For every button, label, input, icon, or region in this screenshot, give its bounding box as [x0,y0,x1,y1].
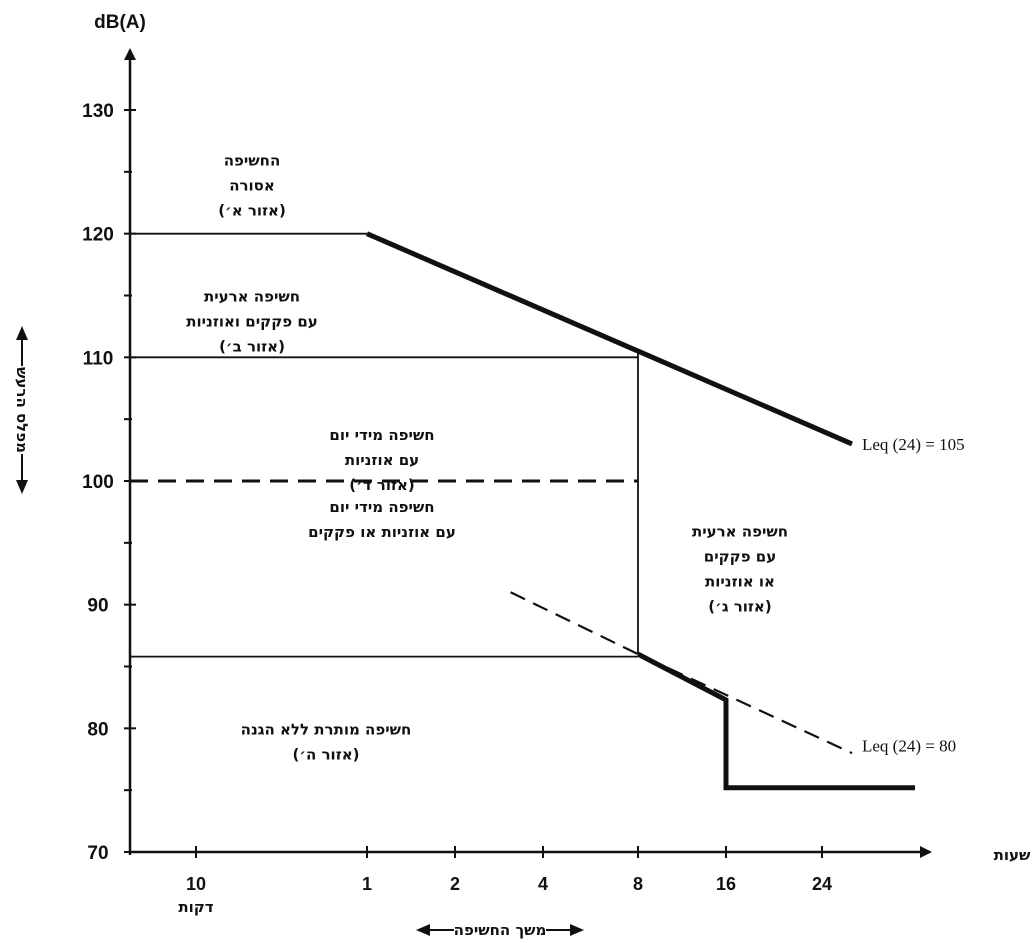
x-axis-title: שעות [994,846,1031,864]
zone-label-c: עם פקקים [704,548,776,566]
y-ticks: 70 80 90 100 110 120 130 [82,101,136,864]
zone-label-c: חשיפה ארעית [692,523,788,541]
y-tick-label: 110 [83,348,114,369]
zone-label-a: החשיפה [224,152,281,170]
zone-boundaries [130,232,639,658]
x-tick-label: 2 [450,874,460,894]
zone-label-d-bottom: חשיפה מידי יום [329,498,434,516]
leq-annotation: Leq (24) = 105 [862,435,965,454]
y-tick-label: 90 [87,596,108,617]
zone-label-d-bottom: עם אוזניות או פקקים [308,523,456,541]
x-axis-caption: משך החשיפה [416,920,584,940]
y-tick-label: 80 [87,719,108,740]
zone-label-b: (אזור ב׳) [219,338,285,356]
y-tick-label: 120 [82,225,114,246]
zone-label-d-top: עם אוזניות [345,451,419,469]
zone-label-a: אסורה [229,177,275,195]
series-line [510,591,853,755]
y-tick-label: 70 [87,843,108,864]
x-tick-sublabel: דקות [178,898,213,916]
x-tick-label: 16 [716,874,736,894]
series [366,231,915,791]
zone-label-b: חשיפה ארעית [204,288,300,306]
annotations: Leq (24) = 105 Leq (24) = 80 [862,435,965,756]
zone-label-e: חשיפה מותרת ללא הגנה [241,721,412,739]
series-line [366,231,853,447]
leq-annotation: Leq (24) = 80 [862,737,956,756]
zone-label-c: (אזור ג׳) [708,598,771,616]
zone-label-c: או אוזניות [705,573,775,591]
y-axis-caption-text: מפלס הרעש [13,367,31,453]
y-tick-label: 130 [82,101,114,122]
x-tick-label: 8 [633,874,643,894]
x-tick-label: 4 [538,874,548,894]
x-tick-label: 24 [812,874,832,894]
series-line [636,651,915,791]
x-axis-caption-text: משך החשיפה [454,921,547,939]
zone-labels: החשיפה אסורה (אזור א׳) חשיפה ארעית עם פקקים … [186,152,788,764]
x-tick-label: 10 [186,874,206,894]
zone-label-b: עם פקקים ואוזניות [186,313,318,331]
zone-label-d-top: (אזור ד׳) [349,476,415,494]
zone-label-d-top: חשיפה מידי יום [329,426,434,444]
x-tick-label: 1 [362,874,372,894]
zone-label-e: (אזור ה׳) [292,746,359,764]
y-axis-caption: מפלס הרעש [12,326,32,494]
y-tick-label: 100 [82,472,114,493]
zone-label-a: (אזור א׳) [218,202,286,220]
y-axis-title: dB(A) [94,12,146,33]
